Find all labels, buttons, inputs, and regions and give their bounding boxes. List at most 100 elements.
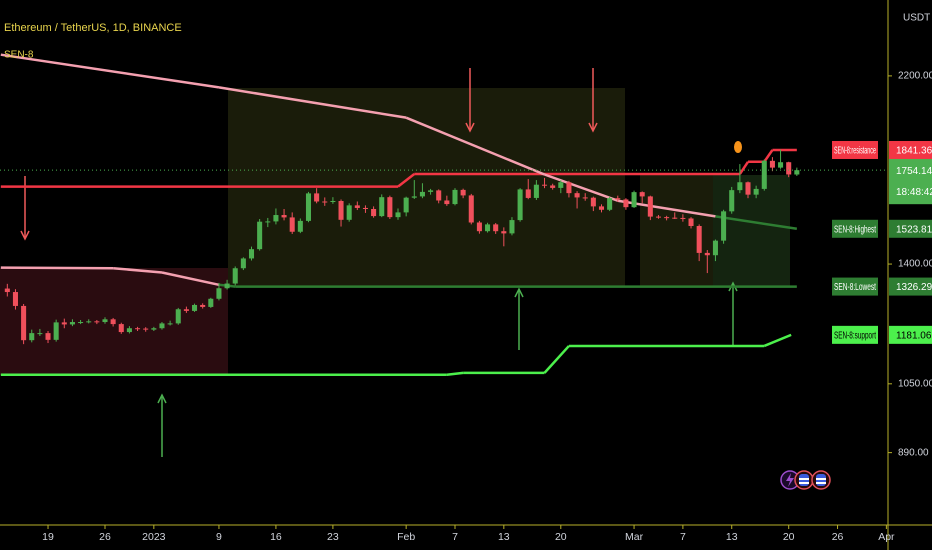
candle-body	[78, 322, 84, 324]
candle-body	[794, 170, 800, 175]
candle-body	[509, 220, 515, 234]
y-tick-label: 1400.00	[898, 259, 932, 270]
candle-body	[607, 198, 613, 210]
candle-body	[159, 323, 165, 329]
candle-body	[395, 212, 401, 218]
x-tick-label: 7	[680, 531, 686, 543]
y-tick-label: 2200.00	[898, 71, 932, 82]
x-tick-label: Feb	[397, 531, 415, 543]
candle-body	[216, 288, 222, 299]
candle-body	[45, 333, 51, 340]
series-value-badge	[889, 140, 932, 159]
x-tick-label: 16	[270, 531, 282, 543]
candle-body	[61, 322, 67, 325]
candle-body	[354, 205, 360, 208]
indicator-line	[543, 345, 570, 374]
candle-body	[558, 182, 564, 188]
event-icons	[780, 470, 831, 490]
candle-body	[468, 195, 474, 223]
candle-body	[94, 321, 100, 323]
candle-body	[200, 304, 206, 307]
range-zone	[640, 175, 713, 287]
candle-body	[655, 216, 661, 218]
x-tick-label: Mar	[625, 531, 644, 543]
candle-body	[664, 217, 670, 219]
candle-body	[12, 292, 18, 306]
candle-body	[314, 193, 320, 202]
candle-body	[208, 298, 214, 307]
x-tick-label: 9	[216, 531, 222, 543]
last-price-badge	[889, 158, 932, 205]
candle-body	[281, 215, 287, 218]
candle-body	[501, 231, 507, 234]
candle-body	[297, 220, 303, 232]
candle-body	[346, 205, 352, 220]
indicator-line	[405, 116, 545, 176]
candle-body	[257, 221, 263, 250]
indicator-line	[397, 173, 416, 188]
candle-body	[778, 162, 784, 168]
candle-body	[167, 323, 173, 325]
candle-body	[721, 211, 727, 241]
indicator-line	[446, 371, 464, 377]
candle-body	[704, 252, 710, 256]
series-value-label: 1523.81	[896, 224, 932, 235]
series-value-label: 1841.36	[896, 146, 932, 157]
candle-body	[403, 197, 409, 213]
x-tick-label: Apr	[878, 531, 895, 543]
series-value-label: 1181.06	[896, 330, 932, 341]
indicator-line	[763, 149, 774, 163]
candle-body	[647, 196, 653, 217]
indicator-line	[544, 173, 619, 202]
x-tick-label: 7	[452, 531, 458, 543]
candle-body	[289, 217, 295, 232]
indicator-line	[738, 161, 750, 175]
candle-body	[712, 240, 718, 256]
candle-body	[265, 221, 271, 223]
candle-body	[371, 208, 377, 217]
x-tick-label: 13	[498, 531, 510, 543]
candle-body	[126, 328, 132, 333]
indicator-line	[763, 333, 792, 348]
candle-body	[566, 182, 572, 194]
candle-body	[428, 190, 434, 192]
x-tick-label: 26	[99, 531, 111, 543]
y-tick-label: 1050.00	[898, 378, 932, 389]
candle-body	[379, 197, 385, 217]
candle-body	[232, 268, 238, 284]
x-tick-label: 26	[832, 531, 844, 543]
candle-body	[143, 328, 149, 330]
candle-body	[69, 322, 75, 325]
candle-body	[338, 200, 344, 220]
indicator-line	[0, 53, 220, 89]
candle-body	[248, 249, 255, 259]
candle-body	[151, 328, 157, 330]
indicator-line	[113, 266, 163, 274]
candle-body	[444, 200, 450, 205]
x-tick-label: 20	[555, 531, 567, 543]
candle-body	[110, 319, 116, 325]
x-tick-label: 13	[726, 531, 738, 543]
candle-body	[517, 189, 523, 221]
candle-body	[533, 184, 539, 198]
x-tick-label: 20	[783, 531, 795, 543]
indicator-line	[218, 86, 407, 119]
candle-body	[362, 207, 368, 209]
candle-body	[696, 226, 702, 253]
candle-body	[745, 182, 751, 195]
sell-arrows	[20, 68, 598, 241]
series-badge-label: SEN-8:support	[834, 330, 876, 341]
candle-body	[485, 224, 491, 232]
candle-body	[4, 288, 10, 293]
candle-body	[729, 190, 735, 212]
last-price-value: 1754.14	[896, 166, 932, 177]
countdown: 18:48:42	[896, 187, 932, 198]
candle-body	[86, 321, 92, 323]
candle-body	[639, 192, 645, 197]
candle-body	[21, 305, 27, 341]
candle-body	[118, 324, 124, 333]
series-badge	[832, 277, 878, 296]
candle-body	[192, 304, 198, 311]
series-badge	[832, 325, 878, 344]
